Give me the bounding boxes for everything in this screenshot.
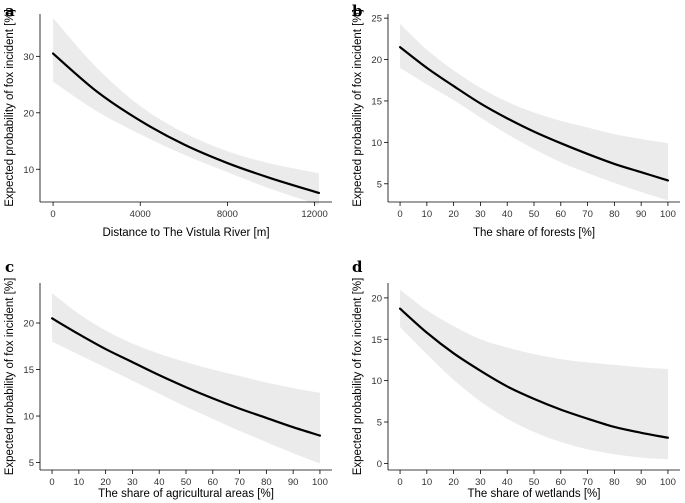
panel-d: 0 10 20 30 40 50 60 70 80 90 100 0 5 10 15 20 d The share… bbox=[352, 258, 680, 500]
y-tick-label: 20 bbox=[23, 319, 34, 330]
x-tick-label: 100 bbox=[312, 477, 328, 488]
fitted-line bbox=[50, 317, 322, 437]
x-tick-label: 0 bbox=[397, 209, 402, 220]
panel-label: b bbox=[352, 2, 363, 20]
panel-c: 0 10 20 30 40 50 60 70 80 90 100 5 10 15 20 c The share … bbox=[4, 258, 332, 500]
x-tick-label: 30 bbox=[475, 209, 486, 220]
x-tick-label: 50 bbox=[529, 209, 540, 220]
x-tick-label: 10 bbox=[422, 209, 433, 220]
x-tick-label: 90 bbox=[636, 477, 647, 488]
y-tick-label: 20 bbox=[371, 55, 382, 66]
y-tick-label: 15 bbox=[371, 335, 382, 346]
x-tick-label: 100 bbox=[660, 209, 676, 220]
x-tick-label: 60 bbox=[555, 477, 566, 488]
y-axis-title: Expected probability of fox incident [%] bbox=[352, 278, 364, 476]
x-tick-label: 40 bbox=[502, 209, 513, 220]
x-tick-label: 40 bbox=[502, 477, 513, 488]
x-tick-label: 60 bbox=[555, 209, 566, 220]
y-tick-label: 5 bbox=[377, 418, 382, 429]
confidence-band bbox=[52, 293, 320, 464]
y-tick-label: 30 bbox=[23, 52, 34, 63]
panel-label: a bbox=[5, 2, 15, 20]
fitted-line bbox=[398, 46, 670, 182]
confidence-band bbox=[400, 289, 668, 460]
x-tick-label: 40 bbox=[154, 477, 165, 488]
x-tick-label: 100 bbox=[660, 477, 676, 488]
panel-a: 0 4000 8000 12000 10 20 30 a Distance to The Vis… bbox=[4, 2, 332, 239]
x-tick-label: 70 bbox=[234, 477, 245, 488]
x-tick-label: 80 bbox=[261, 477, 272, 488]
fitted-line bbox=[398, 307, 670, 439]
x-tick-label: 90 bbox=[288, 477, 299, 488]
x-tick-label: 70 bbox=[582, 209, 593, 220]
x-axis-title: The share of forests [%] bbox=[473, 227, 595, 239]
y-tick-label: 25 bbox=[371, 14, 382, 25]
x-tick-label: 50 bbox=[181, 477, 192, 488]
panel-label: c bbox=[5, 258, 14, 276]
x-tick-label: 0 bbox=[49, 477, 54, 488]
confidence-band bbox=[400, 23, 668, 201]
x-tick-label: 4000 bbox=[130, 209, 151, 220]
y-tick-label: 0 bbox=[377, 459, 382, 470]
x-tick-label: 30 bbox=[475, 477, 486, 488]
y-tick-label: 10 bbox=[371, 138, 382, 149]
x-tick-label: 0 bbox=[50, 209, 55, 220]
y-tick-label: 20 bbox=[371, 293, 382, 304]
y-axis-title: Expected probability of fox incident [%] bbox=[4, 278, 16, 476]
y-tick-label: 10 bbox=[371, 376, 382, 387]
y-tick-label: 15 bbox=[23, 365, 34, 376]
x-tick-label: 8000 bbox=[217, 209, 238, 220]
x-tick-label: 50 bbox=[529, 477, 540, 488]
y-axis-title: Expected probability of fox incident [%] bbox=[4, 9, 16, 207]
y-axis-title: Expected probability of fox incident [%] bbox=[352, 9, 364, 207]
y-tick-label: 20 bbox=[23, 108, 34, 119]
x-tick-label: 10 bbox=[74, 477, 85, 488]
y-tick-label: 10 bbox=[23, 165, 34, 176]
x-tick-label: 80 bbox=[609, 477, 620, 488]
x-tick-label: 80 bbox=[609, 209, 620, 220]
x-axis-title: Distance to The Vistula River [m] bbox=[102, 227, 269, 239]
x-axis-title: The share of agricultural areas [%] bbox=[98, 488, 274, 500]
x-tick-label: 12000 bbox=[301, 209, 327, 220]
x-tick-label: 20 bbox=[448, 477, 459, 488]
panel-label: d bbox=[352, 258, 363, 276]
y-tick-label: 5 bbox=[29, 458, 34, 469]
x-tick-label: 30 bbox=[127, 477, 138, 488]
x-tick-label: 20 bbox=[448, 209, 459, 220]
y-tick-label: 5 bbox=[377, 179, 382, 190]
x-axis-title: The share of wetlands [%] bbox=[468, 488, 601, 500]
x-tick-label: 70 bbox=[582, 477, 593, 488]
x-tick-label: 20 bbox=[100, 477, 111, 488]
x-tick-label: 0 bbox=[397, 477, 402, 488]
panel-b: 0 10 20 30 40 50 60 70 80 90 100 5 10 15 20 25 b The shar… bbox=[352, 2, 680, 239]
confidence-band bbox=[53, 17, 319, 205]
x-tick-label: 10 bbox=[422, 477, 433, 488]
x-tick-label: 90 bbox=[636, 209, 647, 220]
fitted-line bbox=[51, 52, 321, 195]
x-tick-label: 60 bbox=[207, 477, 218, 488]
y-tick-label: 10 bbox=[23, 412, 34, 423]
y-tick-label: 15 bbox=[371, 96, 382, 107]
